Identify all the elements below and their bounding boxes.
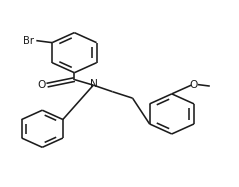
Text: O: O	[38, 80, 46, 90]
Text: O: O	[190, 80, 198, 90]
Text: N: N	[90, 79, 98, 89]
Text: Br: Br	[22, 36, 33, 46]
